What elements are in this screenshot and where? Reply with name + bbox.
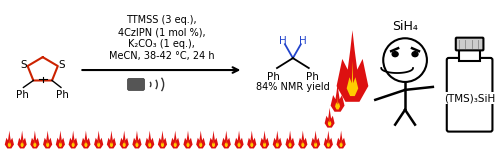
- Polygon shape: [30, 131, 40, 148]
- Polygon shape: [222, 131, 231, 148]
- Polygon shape: [324, 108, 334, 128]
- FancyBboxPatch shape: [447, 58, 492, 132]
- Polygon shape: [196, 131, 205, 148]
- Polygon shape: [58, 138, 62, 147]
- Polygon shape: [326, 138, 330, 147]
- Text: S: S: [58, 60, 64, 70]
- Polygon shape: [314, 138, 318, 147]
- Polygon shape: [97, 138, 100, 147]
- Polygon shape: [82, 131, 90, 148]
- Polygon shape: [5, 131, 14, 148]
- Polygon shape: [336, 30, 368, 102]
- Polygon shape: [161, 138, 164, 147]
- Polygon shape: [199, 138, 202, 147]
- Polygon shape: [224, 138, 228, 147]
- Text: 84% NMR yield: 84% NMR yield: [256, 82, 330, 92]
- Text: Ph: Ph: [266, 72, 280, 82]
- Polygon shape: [94, 131, 104, 148]
- Polygon shape: [145, 131, 154, 148]
- Polygon shape: [336, 131, 345, 148]
- Polygon shape: [212, 138, 215, 147]
- Polygon shape: [18, 131, 26, 148]
- Text: H: H: [299, 36, 306, 46]
- Polygon shape: [272, 131, 282, 148]
- FancyBboxPatch shape: [128, 78, 144, 90]
- Polygon shape: [174, 138, 177, 147]
- Polygon shape: [311, 131, 320, 148]
- Polygon shape: [33, 138, 36, 147]
- Polygon shape: [158, 131, 167, 148]
- Polygon shape: [301, 138, 304, 147]
- Text: Ph: Ph: [306, 72, 319, 82]
- Polygon shape: [148, 138, 152, 147]
- Polygon shape: [68, 131, 78, 148]
- Polygon shape: [335, 96, 340, 110]
- Text: MeCN, 38-42 °C, 24 h: MeCN, 38-42 °C, 24 h: [108, 51, 214, 61]
- FancyBboxPatch shape: [456, 38, 483, 50]
- Text: (TMS)₃SiH: (TMS)₃SiH: [444, 93, 495, 103]
- Polygon shape: [122, 138, 126, 147]
- Polygon shape: [8, 138, 11, 147]
- Polygon shape: [56, 131, 65, 148]
- Polygon shape: [186, 138, 190, 147]
- Polygon shape: [110, 138, 113, 147]
- Polygon shape: [120, 131, 129, 148]
- Polygon shape: [20, 138, 24, 147]
- Text: SiH₄: SiH₄: [392, 20, 418, 33]
- Polygon shape: [247, 131, 256, 148]
- Polygon shape: [184, 131, 192, 148]
- Polygon shape: [72, 138, 75, 147]
- Polygon shape: [136, 138, 138, 147]
- Text: 4CzIPN (1 mol %),: 4CzIPN (1 mol %),: [118, 27, 205, 37]
- Polygon shape: [107, 131, 116, 148]
- Polygon shape: [132, 131, 141, 148]
- Polygon shape: [288, 138, 292, 147]
- Ellipse shape: [392, 52, 398, 57]
- Polygon shape: [276, 138, 279, 147]
- Polygon shape: [250, 138, 254, 147]
- Polygon shape: [298, 131, 308, 148]
- Polygon shape: [263, 138, 266, 147]
- Text: Ph: Ph: [56, 90, 68, 100]
- Polygon shape: [209, 131, 218, 148]
- Ellipse shape: [412, 52, 418, 57]
- Polygon shape: [328, 116, 332, 126]
- Text: K₂CO₃ (1 eq.),: K₂CO₃ (1 eq.),: [128, 39, 195, 49]
- Polygon shape: [84, 138, 87, 147]
- Polygon shape: [170, 131, 180, 148]
- Polygon shape: [324, 131, 333, 148]
- Polygon shape: [234, 131, 244, 148]
- Polygon shape: [340, 138, 343, 147]
- Polygon shape: [346, 61, 358, 96]
- Polygon shape: [330, 84, 344, 112]
- Text: S: S: [21, 60, 28, 70]
- Polygon shape: [286, 131, 294, 148]
- Polygon shape: [238, 138, 240, 147]
- Polygon shape: [43, 131, 52, 148]
- Polygon shape: [46, 138, 50, 147]
- Polygon shape: [260, 131, 269, 148]
- Bar: [459, 48, 480, 61]
- Text: Ph: Ph: [16, 90, 29, 100]
- Circle shape: [383, 38, 427, 82]
- Text: TTMSS (3 eq.),: TTMSS (3 eq.),: [126, 15, 196, 25]
- Text: H: H: [279, 36, 287, 46]
